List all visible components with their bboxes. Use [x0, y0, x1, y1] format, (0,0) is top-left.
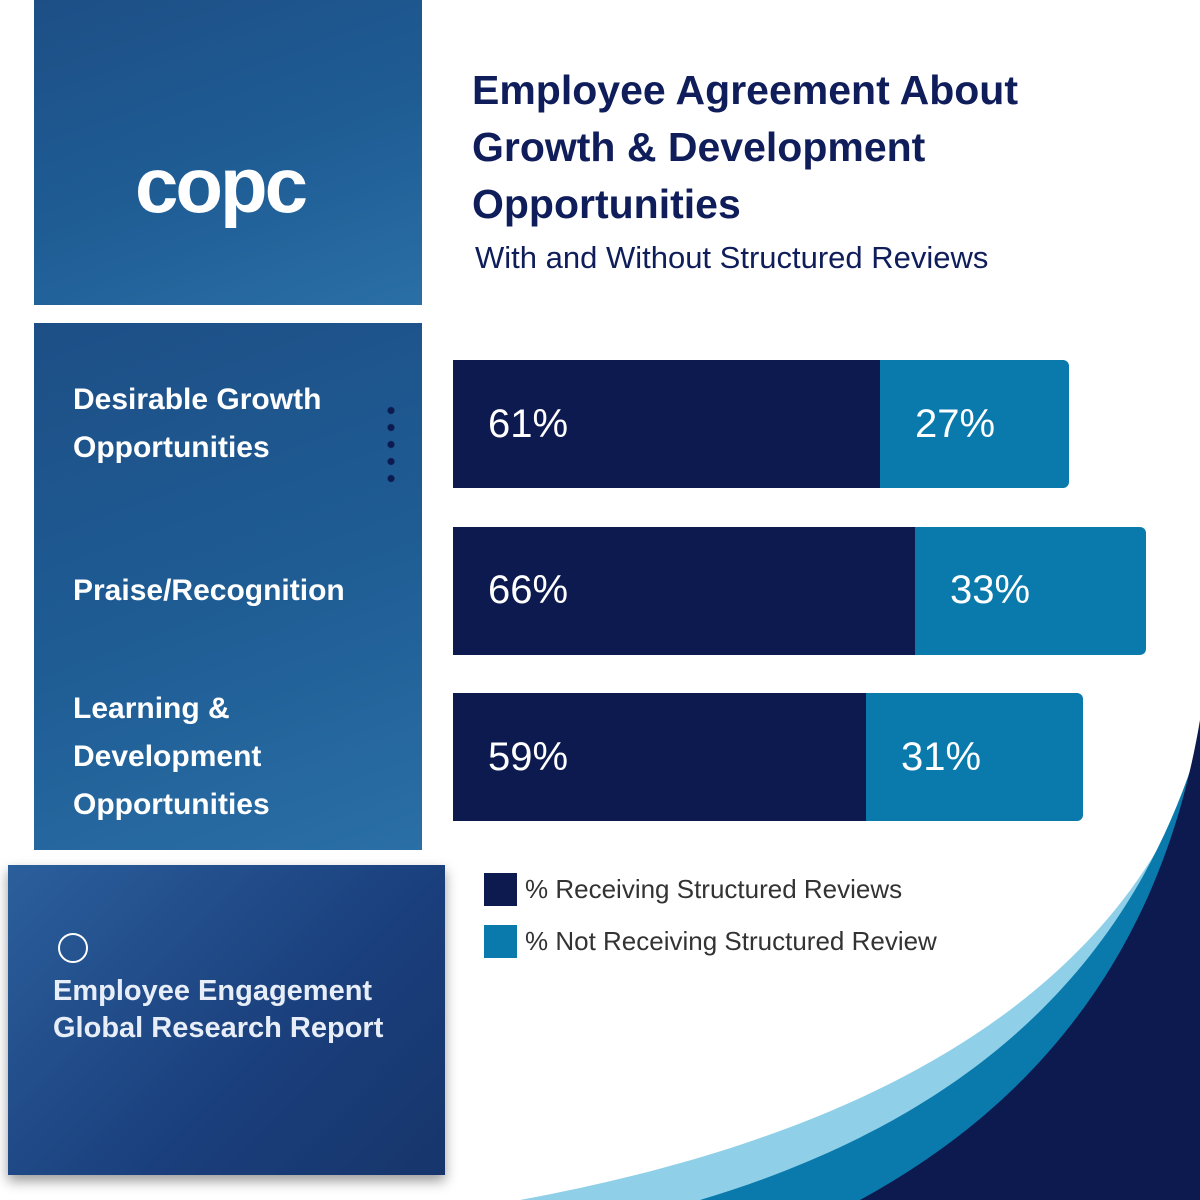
category-label: Learning & Development Opportunities	[73, 692, 270, 821]
category-label: Praise/Recognition	[73, 573, 345, 607]
report-title: Employee Engagement Global Research Repo…	[53, 975, 384, 1044]
header-panel	[34, 0, 422, 305]
bar-segment: 31%	[866, 693, 1083, 821]
legend-label: % Receiving Structured Reviews	[525, 874, 903, 904]
legend-swatch	[484, 873, 517, 906]
dots	[386, 402, 396, 486]
category-label: Desirable Growth Opportunities	[73, 383, 322, 464]
value-label: 66%	[488, 568, 569, 612]
chart-subtitle: With and Without Structured Reviews	[475, 240, 989, 275]
legend-swatch	[484, 925, 517, 958]
report-icon	[58, 933, 88, 963]
bar-segment: 33%	[915, 526, 1146, 655]
card-top	[422, 0, 1200, 20]
report-cover: Employee Engagement Global Research Repo…	[8, 865, 445, 1175]
value-label: 61%	[488, 401, 569, 446]
chart-title: Employee Agreement About Growth & Develo…	[472, 67, 1018, 227]
label-panel	[34, 323, 422, 850]
legend-item: % Receiving Structured Reviews	[484, 873, 902, 906]
curve-dark	[860, 720, 1200, 1200]
bar-segment: 27%	[880, 360, 1069, 488]
legend-label: % Not Receiving Structured Review	[525, 926, 937, 956]
value-label: 27%	[915, 401, 996, 446]
value-label: 33%	[950, 568, 1031, 612]
bar-segment: 61%	[453, 360, 880, 488]
bar-segment: 59%	[453, 693, 866, 821]
legend-item: % Not Receiving Structured Review	[484, 925, 937, 958]
value-label: 31%	[901, 734, 982, 779]
value-label: 59%	[488, 734, 569, 779]
logo: copc	[135, 141, 308, 229]
bar-segment: 66%	[453, 526, 915, 655]
